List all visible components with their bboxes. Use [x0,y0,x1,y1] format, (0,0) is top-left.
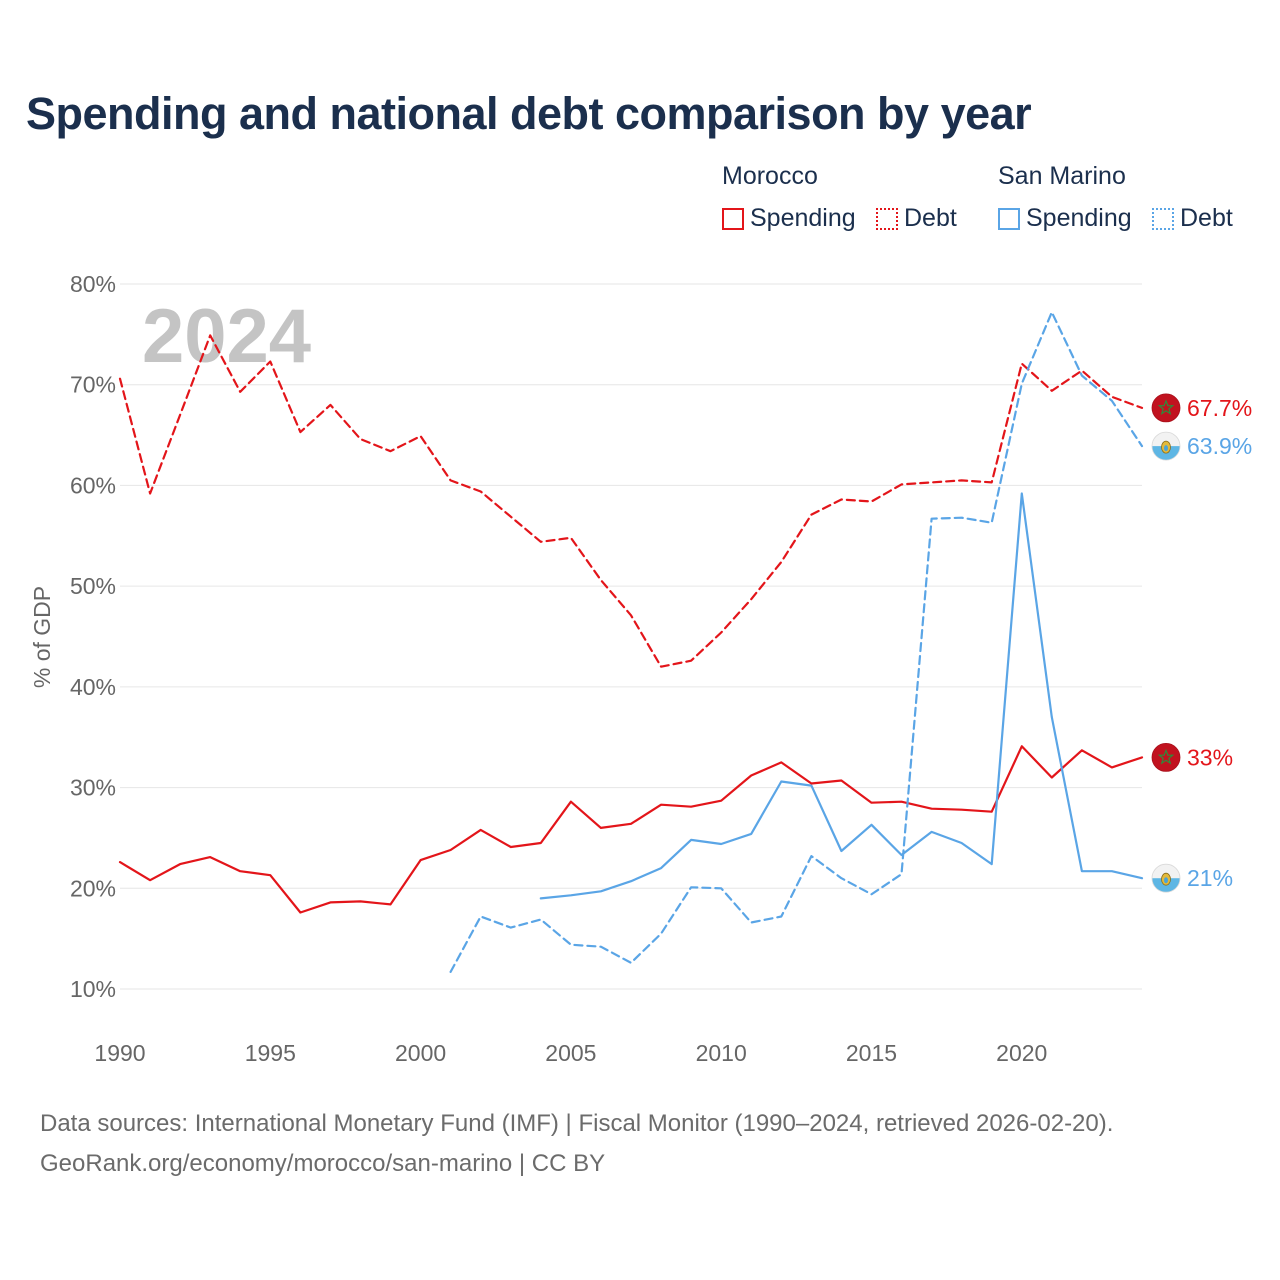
end-value-label-morocco-debt: 67.7% [1187,395,1252,421]
y-tick-label: 50% [70,573,116,599]
legend-san-marino-debt-label: Debt [1180,204,1233,232]
footer: Data sources: International Monetary Fun… [40,1104,1113,1184]
footer-sources: Data sources: International Monetary Fun… [40,1110,1114,1137]
x-tick-label: 2000 [395,1040,446,1066]
legend-san-marino-debt[interactable]: Debt [1152,204,1233,233]
series-line-san-marino-debt [449,311,1144,974]
morocco-flag-icon [1151,393,1181,423]
y-tick-label: 30% [70,775,116,801]
san-marino-flag-icon [1151,863,1181,893]
series-line-morocco-spending [118,745,1144,914]
x-tick-label: 2005 [545,1040,596,1066]
san-marino-flag-icon [1151,431,1181,461]
x-tick-label: 1990 [94,1040,145,1066]
y-tick-label: 40% [70,674,116,700]
legend-san-marino-heading: San Marino [998,162,1126,190]
x-tick-label: 2020 [996,1040,1047,1066]
y-tick-label: 70% [70,372,116,398]
y-tick-label: 20% [70,875,116,901]
series [118,311,1144,974]
legend-morocco-spending-label: Spending [750,204,856,232]
x-tick-label: 1995 [245,1040,296,1066]
y-tick-label: 60% [70,472,116,498]
line-chart: 2024 10% 20% 30% 40% 50% 60% 70% 80% 1990 1995 200… [29,271,1252,1066]
series-line-san-marino-spending [539,492,1144,900]
legend-morocco: Morocco Spending Debt [722,160,982,240]
chart-title: Spending and national debt comparison by… [26,88,1032,139]
legend-dotted-swatch-icon [1152,207,1174,230]
end-value-label-san-marino-spending: 21% [1187,865,1233,891]
x-tick-label: 2010 [696,1040,747,1066]
series-line-morocco-debt [118,334,1144,668]
grid [120,283,1142,990]
y-tick-label: 80% [70,271,116,297]
legend-san-marino: San Marino Spending Debt [998,160,1268,240]
end-labels: 67.7% 63.9% 33% 21% [1151,393,1252,893]
legend-san-marino-spending-label: Spending [1026,204,1132,232]
end-value-label-san-marino-debt: 63.9% [1187,433,1252,459]
y-axis-label: % of GDP [29,586,55,688]
morocco-flag-icon [1151,743,1181,772]
year-watermark: 2024 [142,294,311,379]
end-value-label-morocco-spending: 33% [1187,744,1233,770]
y-tick-label: 10% [70,976,116,1002]
legend-san-marino-spending[interactable]: Spending [998,204,1132,233]
legend-dotted-swatch-icon [876,207,898,230]
legend-morocco-heading: Morocco [722,162,818,190]
legend-solid-swatch-icon [722,207,744,230]
legend-morocco-debt[interactable]: Debt [876,204,957,233]
legend-solid-swatch-icon [998,207,1020,230]
legend-morocco-spending[interactable]: Spending [722,204,856,233]
axes: 10% 20% 30% 40% 50% 60% 70% 80% 1990 1995 2000 2005… [70,271,1047,1066]
legend-morocco-debt-label: Debt [904,204,957,232]
x-tick-label: 2015 [846,1040,897,1066]
footer-attribution: GeoRank.org/economy/morocco/san-marino |… [40,1150,606,1177]
